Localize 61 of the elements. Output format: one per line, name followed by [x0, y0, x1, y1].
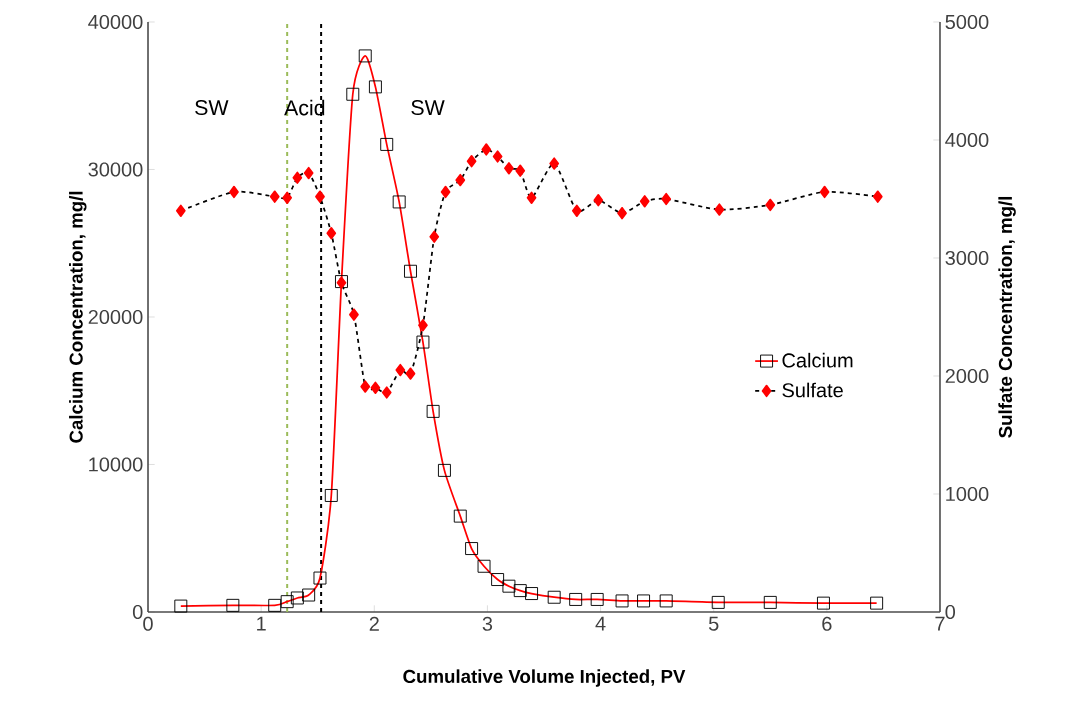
point — [549, 157, 560, 170]
x-tick-label: 4 — [595, 616, 606, 631]
point — [360, 380, 371, 393]
point — [492, 150, 503, 163]
point — [429, 230, 440, 243]
x-tick-label: 2 — [369, 616, 379, 631]
point — [515, 164, 526, 177]
y-tick-label: 40000 — [88, 14, 143, 30]
y-tick-label: 0 — [132, 604, 143, 620]
x-tick-label: 1 — [257, 616, 266, 631]
point — [370, 381, 381, 394]
annotation: SW — [411, 99, 445, 116]
y2-tick-label: 0 — [945, 604, 956, 620]
x-tick-label: 5 — [708, 616, 719, 631]
point — [466, 155, 477, 168]
x-axis-title: Cumulative Volume Injected, PV — [403, 669, 686, 687]
point — [175, 204, 186, 217]
point — [661, 192, 672, 206]
point — [349, 308, 359, 321]
legend-label: Calcium — [782, 352, 853, 368]
point — [440, 185, 451, 199]
x-tick-label: 0 — [143, 616, 153, 631]
y2-axis-title: Sulfate Concentration, mg/l — [998, 196, 1016, 438]
point — [229, 185, 239, 199]
y-tick-label: 10000 — [89, 457, 143, 472]
point — [639, 195, 650, 208]
point — [303, 166, 314, 180]
point — [593, 193, 604, 207]
point — [381, 386, 392, 399]
point — [765, 198, 776, 212]
point — [571, 204, 582, 217]
point — [405, 367, 416, 380]
point — [714, 203, 725, 216]
y-tick-label: 30000 — [88, 162, 143, 177]
annotation: SW — [195, 99, 229, 116]
y2-tick-label: 3000 — [945, 250, 989, 266]
point — [315, 190, 325, 203]
legend-label: Sulfate — [782, 382, 843, 398]
point — [418, 319, 428, 332]
point — [326, 227, 337, 240]
y2-tick-label: 2000 — [945, 368, 989, 384]
point — [292, 171, 303, 184]
x-tick-label: 7 — [935, 616, 945, 631]
point — [819, 185, 830, 199]
point — [282, 191, 293, 205]
y-tick-label: 20000 — [88, 309, 143, 325]
x-tick-label: 3 — [482, 616, 493, 631]
point — [269, 190, 280, 203]
x-tick-label: 6 — [822, 616, 832, 631]
point — [504, 162, 514, 175]
point — [455, 173, 466, 187]
point — [872, 190, 883, 203]
annotation: Acid — [284, 99, 325, 116]
point — [481, 143, 492, 156]
y2-tick-label: 5000 — [945, 14, 989, 30]
y2-tick-label: 1000 — [946, 486, 989, 502]
point — [617, 206, 627, 220]
y-axis-title: Calcium Concentration, mg/l — [69, 191, 87, 443]
point — [395, 363, 406, 377]
point — [526, 191, 537, 205]
y2-tick-label: 4000 — [945, 132, 989, 148]
